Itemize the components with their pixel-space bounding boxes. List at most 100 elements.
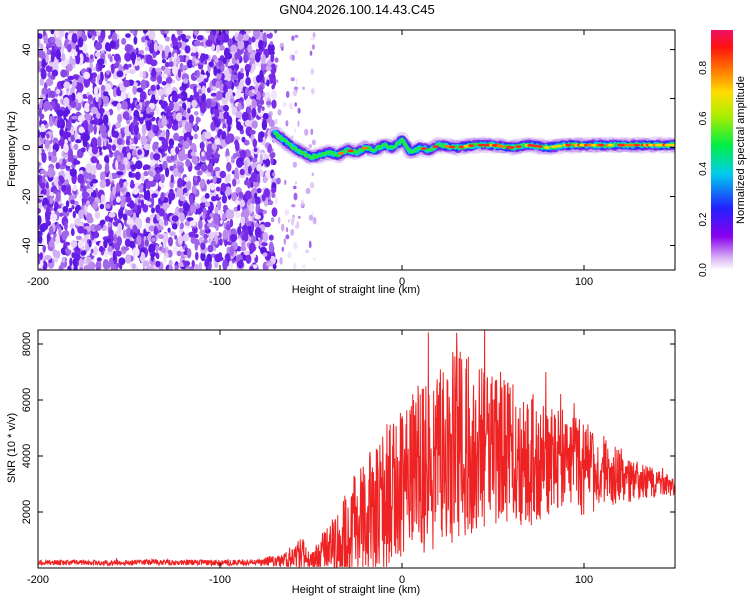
colorbar-tick-label: 0.4	[698, 162, 709, 176]
noise-cell	[200, 103, 207, 114]
noise-cell	[254, 196, 261, 206]
noise-cell	[294, 49, 298, 55]
noise-cell	[123, 69, 129, 75]
noise-cell	[184, 221, 191, 226]
noise-cell	[240, 216, 246, 225]
noise-cell	[290, 218, 295, 226]
noise-cell	[165, 167, 170, 178]
noise-cell	[104, 83, 112, 92]
noise-cell	[168, 236, 173, 247]
noise-cell	[296, 221, 300, 229]
noise-cell	[73, 143, 79, 151]
noise-cell	[160, 192, 165, 202]
noise-cell	[143, 164, 151, 170]
noise-cell	[143, 170, 149, 177]
carrier-peak	[647, 143, 655, 147]
noise-cell	[175, 112, 183, 122]
noise-cell	[191, 155, 198, 164]
noise-cell	[167, 112, 173, 117]
noise-cell	[124, 44, 132, 53]
noise-cell	[172, 65, 179, 76]
noise-cell	[90, 106, 98, 115]
carrier-peak	[420, 147, 427, 150]
noise-cell	[99, 245, 104, 253]
noise-cell	[171, 223, 178, 230]
noise-cell	[120, 90, 127, 101]
noise-cell	[84, 102, 91, 113]
noise-cell	[94, 42, 103, 51]
noise-cell	[267, 200, 274, 206]
noise-cell	[67, 265, 72, 270]
noise-cell	[69, 168, 77, 177]
noise-cell	[94, 224, 102, 231]
noise-cell	[92, 72, 97, 78]
noise-cell	[310, 37, 315, 41]
noise-cell	[290, 228, 295, 236]
noise-cell	[266, 262, 274, 267]
noise-cell	[86, 200, 90, 206]
noise-cell	[55, 49, 62, 60]
noise-cell	[194, 111, 199, 116]
noise-cell	[261, 242, 268, 247]
noise-cell	[226, 253, 231, 262]
noise-cell	[264, 221, 271, 228]
noise-cell	[151, 193, 158, 198]
noise-cell	[114, 242, 121, 251]
y-tick-label: -40	[21, 238, 33, 254]
noise-cell	[128, 63, 132, 68]
noise-cell	[58, 265, 64, 270]
noise-cell	[88, 172, 96, 181]
noise-cell	[311, 44, 315, 50]
noise-cell	[174, 264, 178, 270]
noise-cell	[215, 58, 219, 63]
noise-cell	[49, 192, 55, 197]
noise-cell	[185, 131, 192, 138]
noise-cell	[268, 119, 275, 128]
noise-cell	[209, 182, 216, 191]
noise-cell	[242, 33, 250, 41]
noise-cell	[130, 51, 137, 62]
noise-cell	[38, 174, 43, 183]
noise-cell	[186, 97, 194, 103]
noise-cell	[200, 53, 205, 64]
noise-cell	[131, 167, 135, 172]
noise-cell	[99, 151, 103, 156]
noise-cell	[304, 128, 309, 136]
noise-cell	[176, 49, 181, 55]
noise-cell	[132, 247, 140, 257]
noise-cell	[161, 59, 167, 64]
carrier-peak	[579, 143, 586, 147]
colorbar-label: Normalized spectral amplitude	[735, 76, 747, 224]
noise-cell	[55, 30, 59, 39]
noise-cell	[67, 43, 72, 53]
noise-cell	[38, 267, 43, 270]
noise-cell	[193, 133, 198, 140]
noise-cell	[297, 215, 301, 219]
noise-cell	[70, 134, 75, 143]
noise-cell	[216, 200, 222, 211]
noise-cell	[227, 38, 233, 47]
noise-cell	[191, 184, 197, 196]
y-tick-label: 40	[21, 43, 33, 55]
noise-cell	[142, 203, 149, 213]
noise-cell	[157, 88, 164, 97]
noise-cell	[119, 211, 124, 218]
noise-cell	[200, 163, 208, 172]
noise-cell	[177, 165, 185, 174]
noise-cell	[155, 90, 159, 101]
noise-cell	[274, 57, 279, 63]
noise-cell	[222, 213, 226, 221]
noise-cell	[82, 133, 91, 142]
noise-cell	[116, 171, 124, 176]
noise-cell	[223, 84, 228, 94]
noise-cell	[190, 52, 196, 57]
noise-cell	[120, 200, 126, 208]
noise-cell	[151, 67, 157, 78]
noise-cell	[292, 89, 297, 97]
noise-cell	[262, 252, 268, 257]
noise-cell	[235, 31, 238, 38]
noise-cell	[117, 222, 123, 234]
noise-cell	[204, 131, 212, 140]
noise-cell	[55, 235, 61, 245]
noise-cell	[134, 182, 141, 193]
